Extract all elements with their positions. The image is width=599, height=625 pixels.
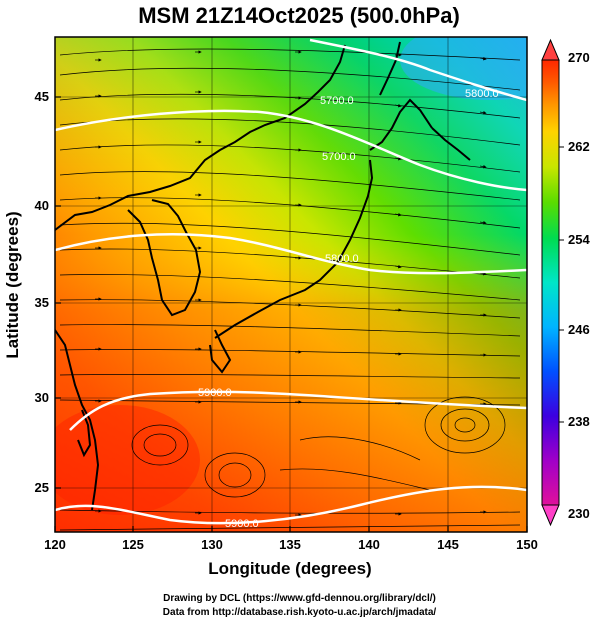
colorbar: 270 262 254 246 238 230 <box>541 38 590 527</box>
plot-area: 5700.0 5800.0 5700.0 5800.0 5900.0 5900.… <box>55 37 527 532</box>
contour-label-2: 5800.0 <box>465 88 499 100</box>
colorbar-tick-230: 230 <box>568 506 590 521</box>
contour-5800 <box>55 233 527 275</box>
x-tick-150: 150 <box>516 537 538 552</box>
y-tick-30: 30 <box>35 390 49 405</box>
wind-streamlines <box>59 48 521 531</box>
credit-drawing: Drawing by DCL (https://www.gfd-dennou.o… <box>163 593 436 604</box>
colorbar-tick-238: 238 <box>568 414 590 429</box>
coastline-sakhalin <box>379 41 401 96</box>
coastline-hokkaido <box>369 98 433 151</box>
contour-label-6: 5900.0 <box>225 518 259 530</box>
y-axis-label: Latitude (degrees) <box>3 211 22 358</box>
wind-arrows <box>95 50 487 517</box>
contour-labels: 5700.0 5800.0 5700.0 5800.0 5900.0 5900.… <box>198 88 499 530</box>
x-tick-130: 130 <box>201 537 223 552</box>
contour-label-5: 5900.0 <box>198 387 232 399</box>
x-axis: 120 125 130 135 140 145 150 Longitude (d… <box>44 526 538 578</box>
y-tick-40: 40 <box>35 198 49 213</box>
contour-5700 <box>55 109 527 192</box>
x-tick-145: 145 <box>437 537 459 552</box>
colorbar-body <box>541 59 560 506</box>
colorbar-tick-246: 246 <box>568 322 590 337</box>
coastline-china-east <box>55 329 100 511</box>
colorbar-tick-270: 270 <box>568 50 590 65</box>
x-tick-125: 125 <box>122 537 144 552</box>
y-tick-35: 35 <box>35 295 49 310</box>
coastline-kurils <box>431 127 471 161</box>
coastline-japan-honshu <box>214 159 374 339</box>
map-title: MSM 21Z14Oct2025 (500.0hPa) <box>138 3 460 28</box>
colorbar-tick-254: 254 <box>568 232 590 247</box>
coastlines <box>55 41 471 511</box>
colorbar-top-arrow <box>541 38 560 61</box>
x-tick-140: 140 <box>358 537 380 552</box>
coastline-mainland-asia <box>55 44 346 231</box>
coastline-taiwan <box>77 409 92 458</box>
height-contours <box>55 38 527 525</box>
coastline-korea <box>127 199 202 317</box>
plot-border <box>54 36 528 533</box>
coastline-kyushu <box>209 329 232 374</box>
colorbar-tick-262: 262 <box>568 139 590 154</box>
cold-core <box>400 37 527 100</box>
contour-label-1: 5700.0 <box>320 95 354 107</box>
credit-data-source: Data from http://database.rish.kyoto-u.a… <box>162 607 437 618</box>
x-axis-label: Longitude (degrees) <box>208 559 371 578</box>
contour-5600 <box>309 38 527 102</box>
x-tick-120: 120 <box>44 537 66 552</box>
y-axis: 25 30 35 40 45 Latitude (degrees) <box>3 89 61 495</box>
y-tick-25: 25 <box>35 480 49 495</box>
contour-label-4: 5800.0 <box>325 253 359 265</box>
contour-label-3: 5700.0 <box>322 151 356 163</box>
contour-5900-north <box>69 390 527 431</box>
y-tick-45: 45 <box>35 89 49 104</box>
colorbar-bottom-arrow <box>541 504 560 527</box>
contour-5900-south <box>55 485 527 525</box>
x-tick-135: 135 <box>279 537 301 552</box>
warm-core <box>55 405 200 515</box>
